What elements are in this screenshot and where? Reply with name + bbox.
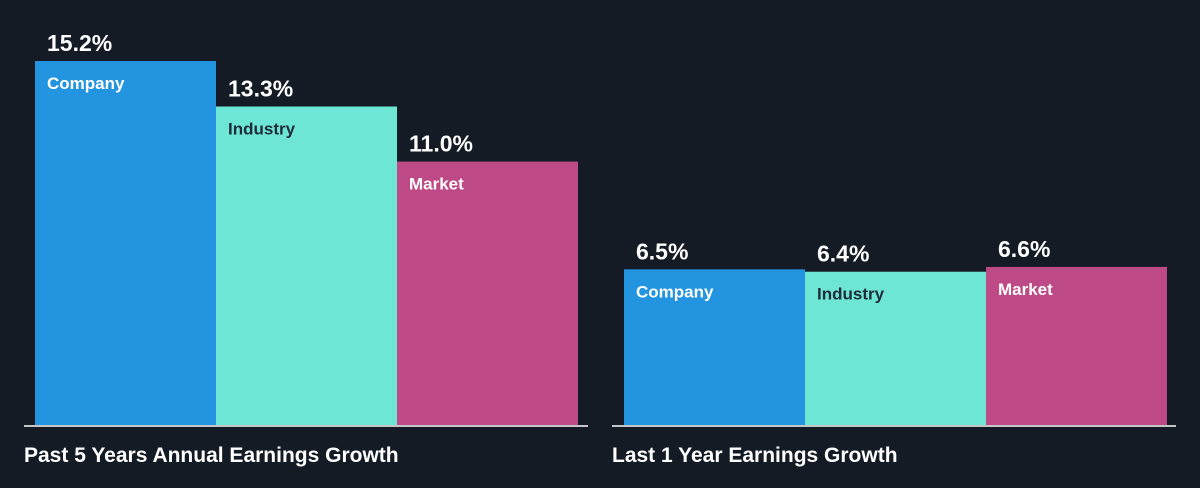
- value-label-market: 11.0%: [409, 131, 473, 157]
- category-label-company: Company: [636, 282, 714, 301]
- value-label-industry: 6.4%: [817, 241, 869, 267]
- category-label-market: Market: [998, 280, 1053, 299]
- value-label-industry: 13.3%: [228, 76, 293, 102]
- category-label-industry: Industry: [228, 120, 296, 139]
- bar-market: [397, 161, 578, 425]
- bar-company: [35, 61, 216, 425]
- value-label-company: 15.2%: [47, 30, 112, 56]
- chart-panel-2: 6.5% Company 6.4% Industry 6.6% Market: [612, 236, 1176, 427]
- bar-industry: [216, 106, 397, 425]
- chart-title-last-1-year: Last 1 Year Earnings Growth: [612, 444, 898, 467]
- chart-panel-1: 15.2% Company 13.3% Industry 11.0% Market: [24, 30, 588, 427]
- bar-industry: [805, 271, 986, 425]
- bar-market: [986, 266, 1167, 425]
- category-label-market: Market: [409, 175, 464, 194]
- category-label-industry: Industry: [817, 285, 885, 304]
- category-label-company: Company: [47, 74, 125, 93]
- bar-company: [624, 269, 805, 425]
- value-label-market: 6.6%: [998, 236, 1050, 262]
- chart-title-past-5-years: Past 5 Years Annual Earnings Growth: [24, 444, 399, 467]
- value-label-company: 6.5%: [636, 238, 688, 264]
